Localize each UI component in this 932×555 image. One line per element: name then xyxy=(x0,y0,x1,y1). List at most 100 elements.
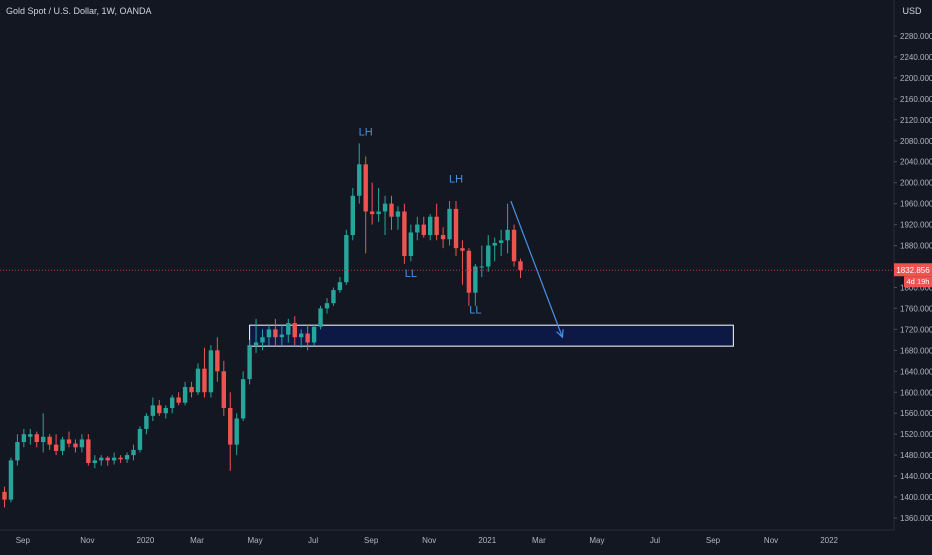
candle[interactable] xyxy=(53,434,59,456)
candle[interactable] xyxy=(434,203,439,241)
pattern-label[interactable]: LL xyxy=(405,268,417,280)
candle[interactable] xyxy=(260,329,265,351)
candle[interactable] xyxy=(176,392,181,406)
candle[interactable] xyxy=(215,337,220,382)
candle[interactable] xyxy=(344,229,349,285)
candle[interactable] xyxy=(221,360,226,416)
candle[interactable] xyxy=(486,235,491,272)
candle[interactable] xyxy=(492,237,497,262)
candle[interactable] xyxy=(137,426,143,453)
candle[interactable] xyxy=(395,206,401,230)
candle[interactable] xyxy=(234,413,239,456)
candle[interactable] xyxy=(286,318,291,343)
candle[interactable] xyxy=(118,455,123,463)
support-zone[interactable] xyxy=(249,324,734,347)
candle-body xyxy=(466,250,472,293)
candle[interactable] xyxy=(453,201,459,257)
price-tick-label: 1560.000 xyxy=(900,409,932,418)
candle[interactable] xyxy=(60,436,65,456)
candle[interactable] xyxy=(279,324,285,346)
time-tick-label: Nov xyxy=(80,536,94,545)
candle[interactable] xyxy=(105,456,110,466)
candle[interactable] xyxy=(150,397,156,422)
candle[interactable] xyxy=(202,347,207,398)
candle[interactable] xyxy=(2,486,7,508)
candle[interactable] xyxy=(73,439,78,453)
candle[interactable] xyxy=(479,245,484,277)
pattern-label[interactable]: LH xyxy=(449,174,463,186)
candle[interactable] xyxy=(363,156,368,254)
candle[interactable] xyxy=(195,363,201,395)
candle[interactable] xyxy=(131,444,136,461)
candle[interactable] xyxy=(247,339,252,385)
candle[interactable] xyxy=(447,201,452,246)
candle[interactable] xyxy=(8,457,14,503)
candle[interactable] xyxy=(299,329,304,348)
candle[interactable] xyxy=(292,316,297,346)
candle[interactable] xyxy=(182,381,188,406)
trend-arrow-line[interactable] xyxy=(510,200,563,338)
candle[interactable] xyxy=(337,276,343,293)
candle[interactable] xyxy=(15,434,20,466)
candle[interactable] xyxy=(318,305,323,330)
candle[interactable] xyxy=(518,258,523,279)
candle[interactable] xyxy=(34,431,39,448)
current-price-tag[interactable] xyxy=(894,263,932,277)
candle-body xyxy=(434,216,439,236)
pattern-label[interactable]: LH xyxy=(359,127,373,139)
candle[interactable] xyxy=(421,216,426,238)
candle[interactable] xyxy=(357,143,362,204)
pattern-label[interactable]: LL xyxy=(469,305,481,317)
currency-label[interactable]: USD xyxy=(902,6,922,16)
candle[interactable] xyxy=(408,224,414,262)
candle[interactable] xyxy=(466,248,472,306)
candle[interactable] xyxy=(311,324,317,346)
candle[interactable] xyxy=(208,345,214,398)
candle[interactable] xyxy=(79,434,85,453)
time-tick-label: Nov xyxy=(764,536,778,545)
candle-body xyxy=(363,164,368,212)
candle[interactable] xyxy=(163,405,168,419)
candle-body xyxy=(395,211,401,217)
candle[interactable] xyxy=(305,324,310,351)
candle[interactable] xyxy=(92,455,97,469)
candle[interactable] xyxy=(157,400,162,416)
candle[interactable] xyxy=(428,214,433,241)
candle[interactable] xyxy=(41,413,46,453)
candle[interactable] xyxy=(66,431,72,448)
candle[interactable] xyxy=(440,227,446,249)
candle[interactable] xyxy=(170,394,175,414)
candle[interactable] xyxy=(382,195,388,236)
candle[interactable] xyxy=(99,455,104,466)
candle[interactable] xyxy=(505,203,510,254)
candle[interactable] xyxy=(47,434,52,450)
candle[interactable] xyxy=(460,240,465,285)
candle-body xyxy=(131,449,136,456)
candle[interactable] xyxy=(111,452,117,465)
candle[interactable] xyxy=(402,203,407,264)
candle[interactable] xyxy=(124,452,130,463)
candle[interactable] xyxy=(253,318,259,353)
candle-body xyxy=(99,457,104,461)
candle[interactable] xyxy=(240,371,246,422)
candle[interactable] xyxy=(189,381,194,398)
candle[interactable] xyxy=(28,428,33,445)
candle[interactable] xyxy=(86,434,91,466)
candle[interactable] xyxy=(21,428,27,448)
candle[interactable] xyxy=(324,297,330,314)
candle[interactable] xyxy=(389,195,394,230)
candle[interactable] xyxy=(511,224,517,267)
candle[interactable] xyxy=(266,324,272,346)
candle[interactable] xyxy=(415,216,420,241)
candle[interactable] xyxy=(369,182,375,225)
candle[interactable] xyxy=(350,187,355,241)
candle[interactable] xyxy=(144,413,149,435)
candle[interactable] xyxy=(473,263,478,306)
candle[interactable] xyxy=(331,287,336,306)
candle[interactable] xyxy=(498,229,504,257)
candle[interactable] xyxy=(376,187,381,222)
candle[interactable] xyxy=(273,318,278,346)
candle[interactable] xyxy=(228,392,233,471)
